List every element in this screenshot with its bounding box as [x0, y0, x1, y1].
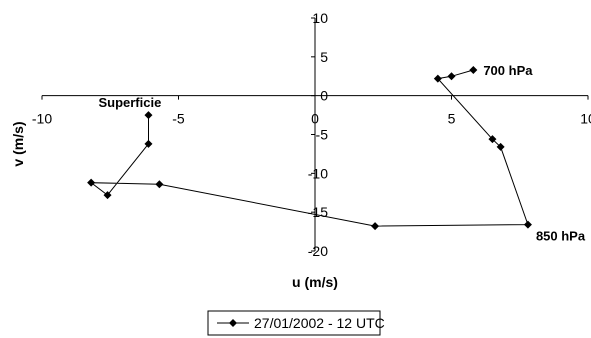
tick-labels-group: -10-505101050-5-10-15-20: [32, 10, 591, 259]
data-point-marker: [87, 178, 96, 187]
y-tick-label: -10: [308, 165, 328, 181]
y-tick-label: -5: [316, 127, 329, 143]
x-tick-label: 0: [311, 111, 319, 127]
data-point-marker: [447, 72, 456, 81]
x-axis-title: u (m/s): [292, 274, 338, 290]
y-tick-label: -20: [308, 243, 328, 259]
series-group: [87, 66, 532, 231]
data-point-marker: [469, 66, 478, 75]
data-point-marker: [103, 191, 112, 200]
y-axis-title: v (m/s): [10, 121, 26, 166]
x-tick-label: 10: [580, 111, 591, 127]
data-point-marker: [523, 220, 532, 229]
y-tick-label: 5: [320, 49, 328, 65]
y-tick-label: 10: [312, 10, 328, 26]
data-point-marker: [496, 142, 505, 151]
data-point-marker: [433, 74, 442, 83]
x-tick-label: -10: [32, 111, 52, 127]
y-tick-label: 0: [320, 88, 328, 104]
annotation-label: Superficie: [98, 95, 161, 110]
data-point-marker: [155, 180, 164, 189]
series-line: [89, 69, 529, 227]
data-point-marker: [371, 222, 380, 231]
data-point-marker: [144, 111, 153, 120]
legend-series-label: 27/01/2002 - 12 UTC: [254, 315, 385, 331]
y-tick-label: -15: [308, 204, 328, 220]
data-point-marker: [144, 139, 153, 148]
annotations-group: Superficie 850 hPa 700 hPa: [98, 63, 585, 244]
x-tick-label: -5: [172, 111, 185, 127]
legend: 27/01/2002 - 12 UTC: [207, 310, 385, 336]
annotation-label: 700 hPa: [483, 63, 533, 78]
legend-marker-diamond: [229, 319, 237, 327]
x-tick-label: 5: [448, 111, 456, 127]
data-point-marker: [488, 135, 497, 144]
annotation-label: 850 hPa: [536, 229, 586, 244]
